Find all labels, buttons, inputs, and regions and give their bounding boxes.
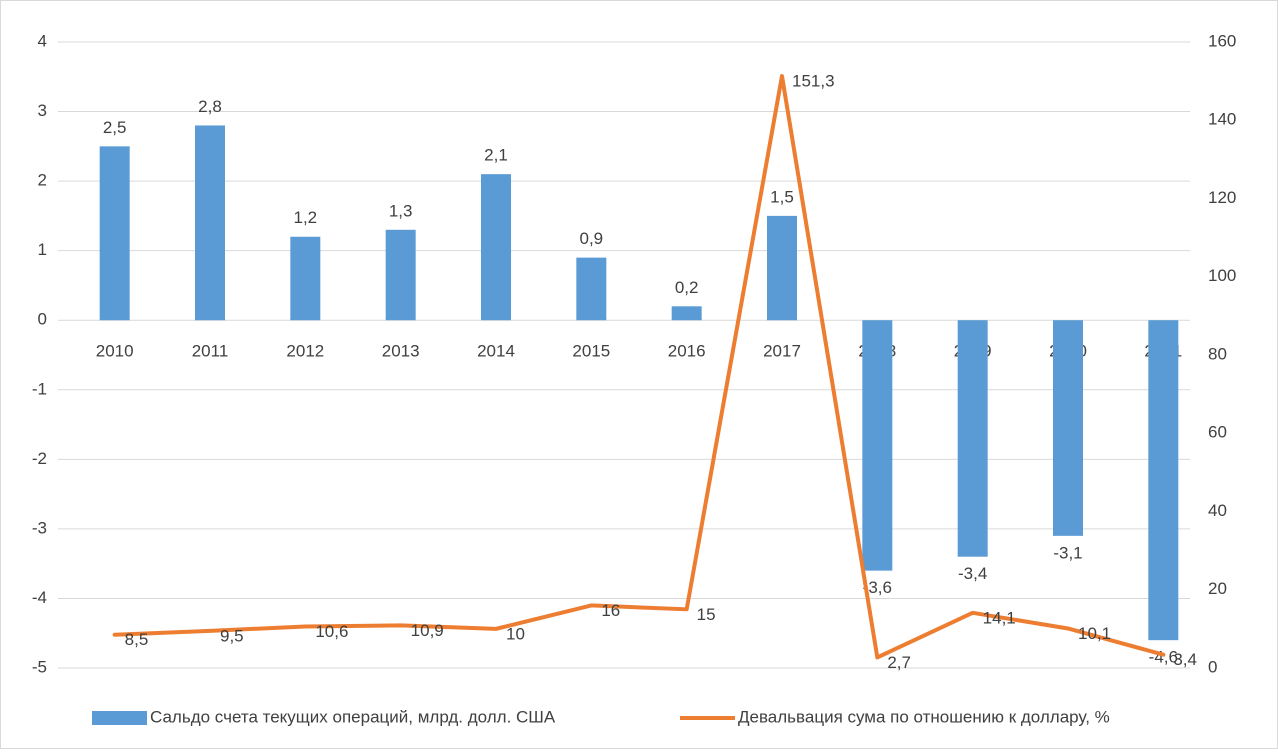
y2-tick-label: 60 [1208,423,1227,442]
y2-tick-label: 20 [1208,579,1227,598]
x-tick-label: 2014 [477,342,515,361]
y-tick-label: -1 [32,379,47,398]
bar-value-label: 1,5 [770,187,794,206]
bar-value-label: 2,8 [198,97,222,116]
line-value-label: 10 [506,624,525,643]
bar-value-label: 1,2 [294,208,318,227]
bar-value-label: -3,1 [1053,543,1082,562]
bar [481,174,511,321]
bar [671,306,702,321]
y2-tick-label: 0 [1208,657,1217,676]
bar-value-label: -3,4 [958,564,987,583]
bar-value-label: 1,3 [389,201,413,220]
y2-tick-label: 40 [1208,501,1227,520]
line-value-label: 14,1 [983,608,1016,627]
line-value-label: 9,5 [220,626,244,645]
line-value-label: 10,1 [1078,624,1111,643]
x-tick-label: 2011 [192,342,229,361]
bar [290,236,321,321]
bar [957,320,988,557]
legend-label: Сальдо счета текущих операций, млрд. дол… [150,707,556,726]
y-tick-label: 2 [38,171,47,190]
bar-value-label: 2,1 [484,146,508,165]
bar-value-label: 0,9 [580,229,604,248]
x-tick-label: 2015 [572,342,610,361]
line-value-label: 16 [601,601,620,620]
x-tick-label: 2017 [763,342,801,361]
x-tick-label: 2010 [96,342,134,361]
y2-tick-label: 100 [1208,266,1236,285]
x-tick-label: 2012 [286,342,324,361]
line-value-label: 3,4 [1173,650,1197,669]
line-value-label: 15 [697,605,716,624]
y-tick-label: -3 [32,518,47,537]
bar [767,215,797,321]
bar-value-label: -3,6 [863,578,892,597]
y2-tick-label: 120 [1208,188,1236,207]
line-value-label: 8,5 [125,630,149,649]
y-tick-label: -4 [32,588,47,607]
line-value-label: 10,9 [411,621,444,640]
bar [576,257,607,321]
bar [385,229,416,321]
bar-value-label: 0,2 [675,278,699,297]
y-tick-label: 3 [38,101,47,120]
x-tick-label: 2016 [668,342,706,361]
x-tick-label: 2013 [382,342,420,361]
y-tick-label: -2 [32,449,47,468]
legend-label: Девальвация сума по отношению к доллару,… [738,707,1110,726]
line-value-label: 2,7 [887,653,911,672]
y-tick-label: 4 [38,31,47,50]
bar [195,125,225,321]
bar [99,146,130,321]
line-value-label: 151,3 [792,72,835,91]
line [112,74,1166,660]
y-tick-label: 0 [38,310,47,329]
y2-tick-label: 160 [1208,31,1236,50]
legend-swatch [92,711,147,725]
y-tick-label: 1 [38,240,47,259]
line-value-label: 10,6 [315,622,348,641]
y2-tick-label: 140 [1208,110,1236,129]
bar [1148,320,1179,641]
bar-value-label: 2,5 [103,118,127,137]
y2-tick-label: 80 [1208,344,1227,363]
bar [1053,320,1083,536]
bar [862,320,893,571]
y-tick-label: -5 [32,657,47,676]
